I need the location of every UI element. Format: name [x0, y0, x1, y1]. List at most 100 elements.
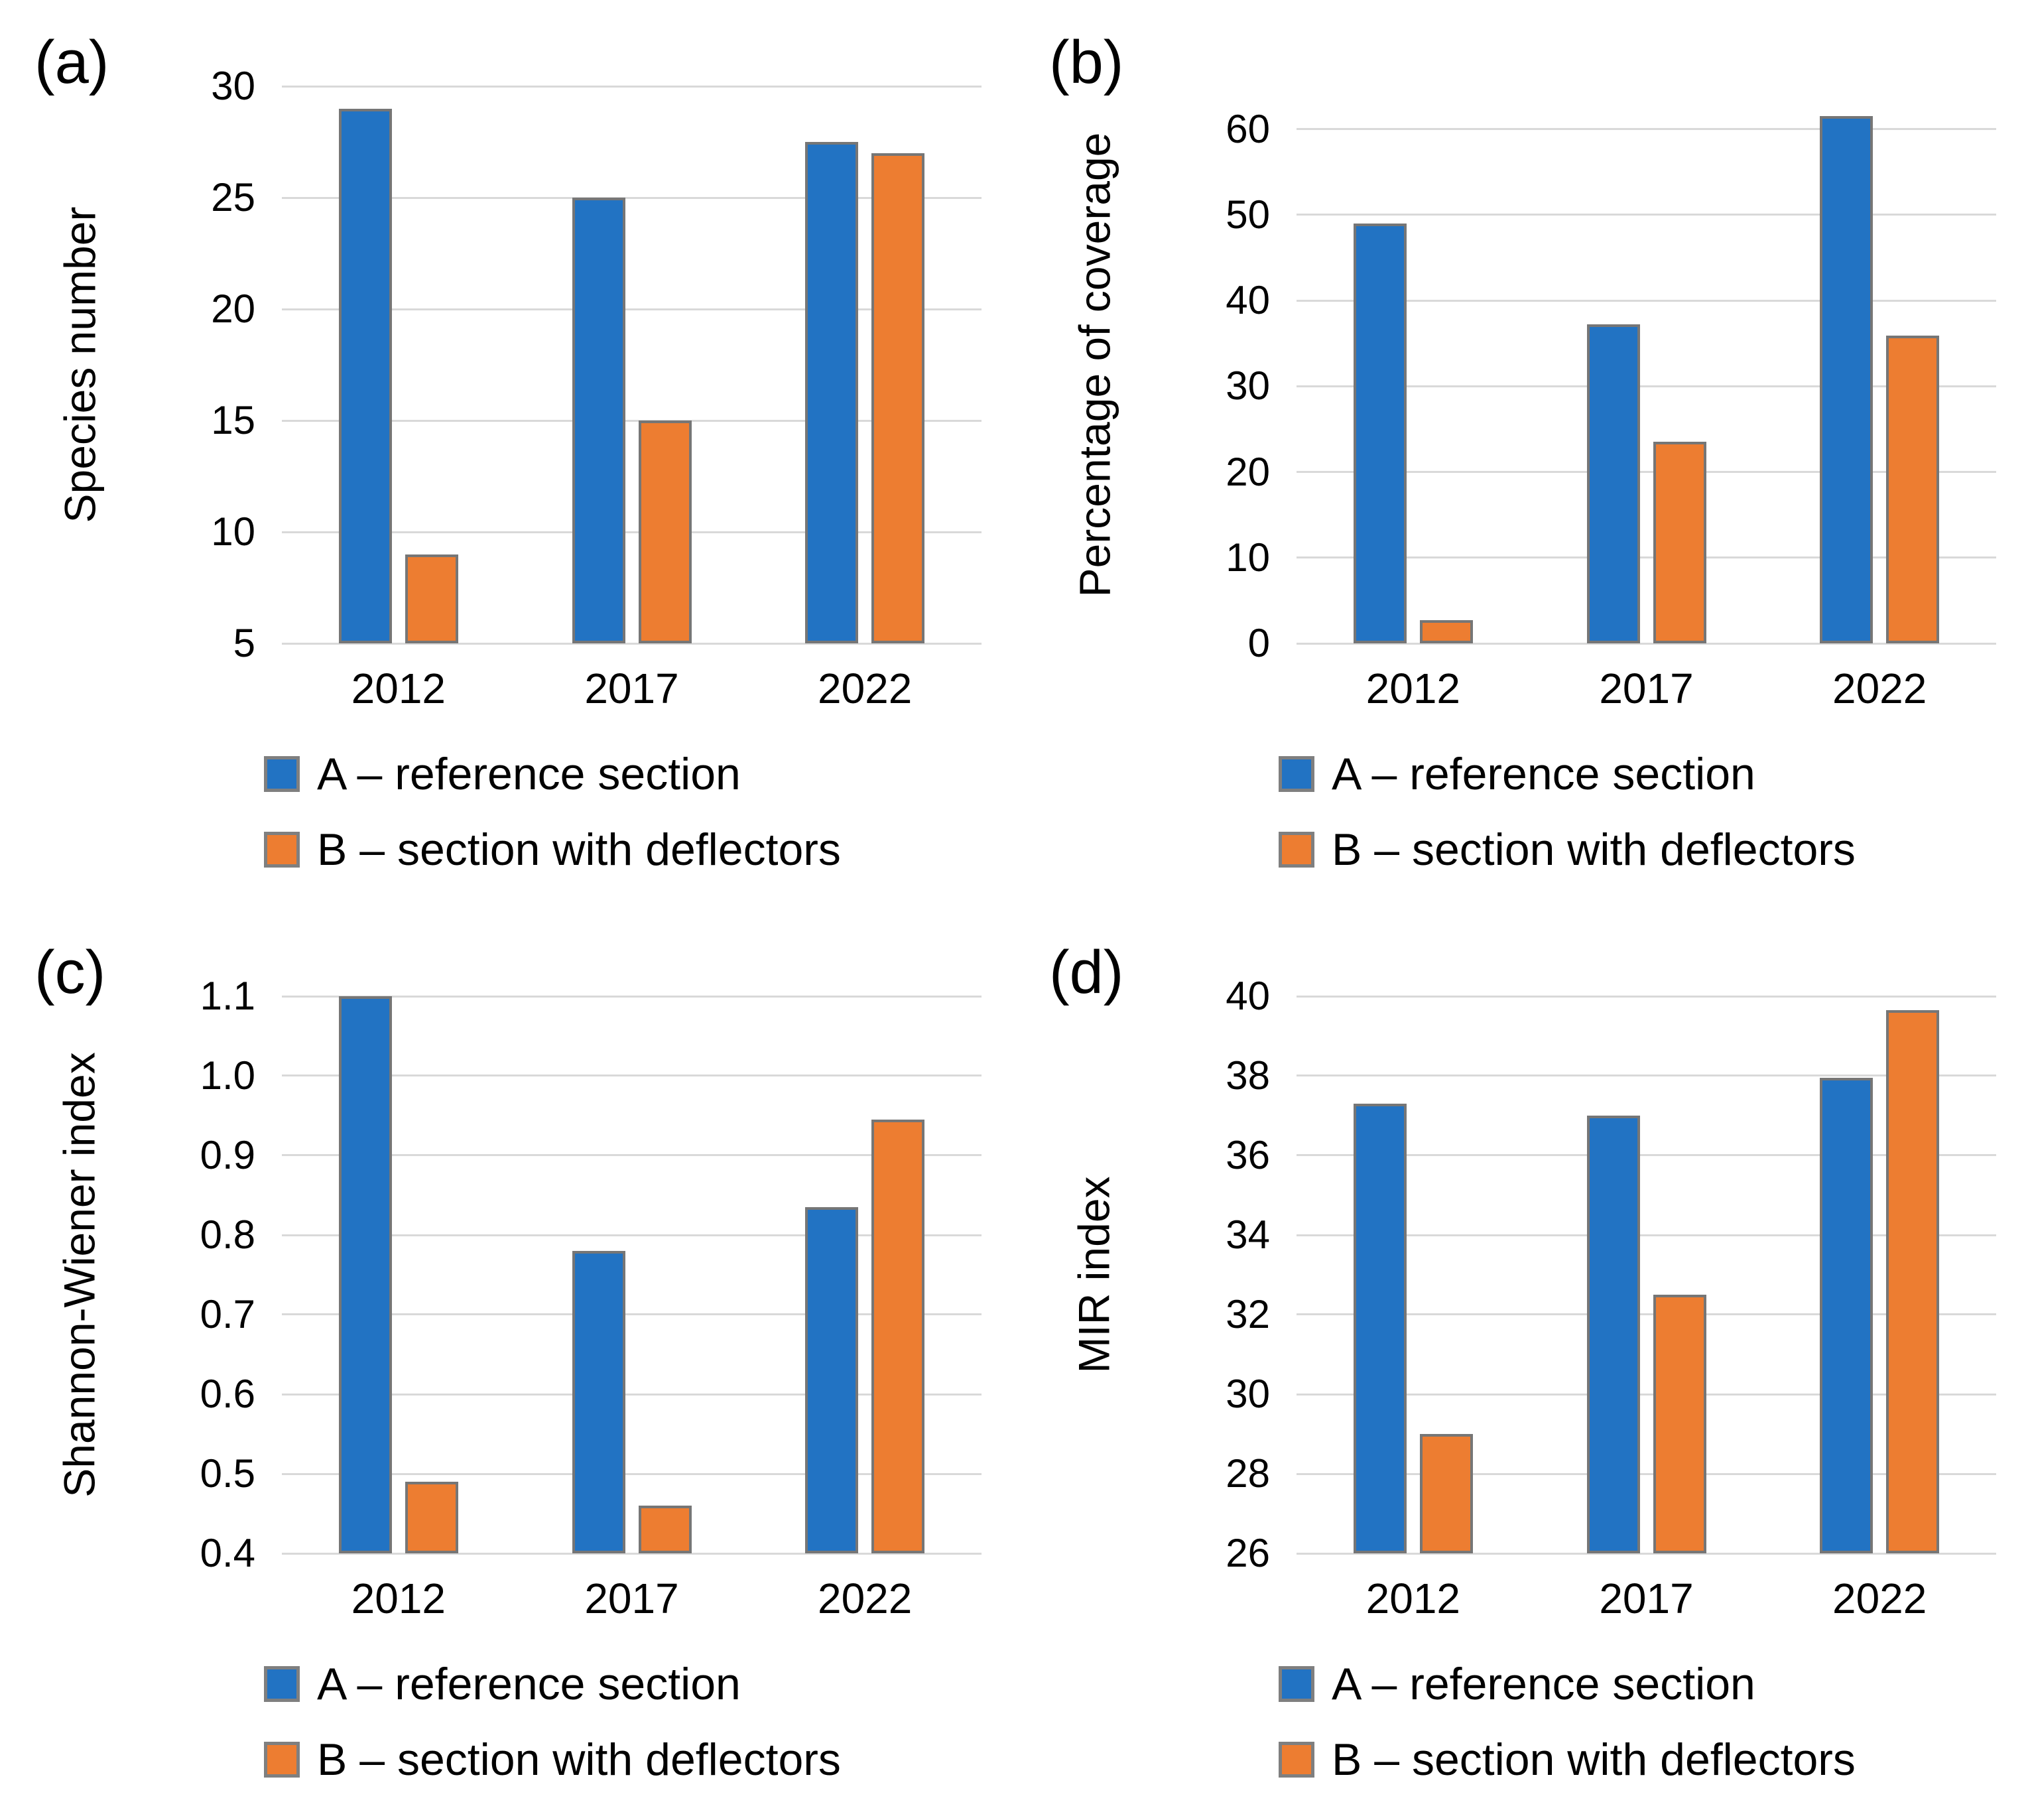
y-tick-label: 34	[1226, 1212, 1270, 1257]
gridline	[1297, 128, 1996, 131]
legend-label-a: A – reference section	[317, 749, 741, 799]
chart-panel-b: (b) Percentage of coverage 0 10 20 30 40 50 60…	[1015, 0, 2030, 910]
chart-panel-a: (a) Species number 5 10 15 20 25 30 2012 2017 2…	[0, 0, 1015, 910]
chart-panel-c: (c) Shannon-Wiener index 0.4 0.5 0.6 0.7 0.8…	[0, 910, 1015, 1820]
bar-a-2012	[1353, 1104, 1407, 1553]
legend-item-a: A – reference section	[1279, 1658, 1856, 1710]
x-category-label: 2022	[1832, 1575, 1927, 1622]
gridline	[1297, 1472, 1996, 1475]
plot-area: 26 28 30 32 34 36 38 40	[1226, 974, 1996, 1575]
gridline	[282, 1313, 982, 1316]
legend-item-b: B – section with deflectors	[264, 1734, 841, 1786]
gridline	[1297, 1552, 1996, 1555]
bar-a-2012	[338, 108, 392, 643]
y-tick-label: 60	[1226, 106, 1270, 151]
y-tick-label: 0.4	[200, 1531, 255, 1575]
y-tick-label: 10	[211, 509, 255, 554]
gridline	[282, 1074, 982, 1077]
legend-label-b: B – section with deflectors	[317, 824, 841, 875]
bar-a-2012	[338, 996, 392, 1553]
y-axis-title-wrap: Species number	[20, 86, 139, 643]
x-category-label: 2017	[584, 1575, 679, 1622]
y-tick-label: 28	[1226, 1451, 1270, 1496]
y-axis-title: Percentage of coverage	[1070, 132, 1119, 598]
legend-label-b: B – section with deflectors	[1332, 824, 1856, 875]
legend-swatch-a	[1279, 1666, 1314, 1702]
gridline	[282, 642, 982, 645]
y-tick-label: 30	[1226, 1372, 1270, 1416]
y-tick-label: 38	[1226, 1053, 1270, 1098]
legend-label-a: A – reference section	[317, 1659, 741, 1709]
bar-a-2022	[805, 142, 859, 643]
gridline	[1297, 1074, 1996, 1077]
x-category-label: 2012	[1365, 665, 1461, 712]
legend: A – reference section B – section with d…	[264, 1658, 841, 1786]
chart-panel-d: (d) MIR index 26 28 30 32 34 36 38 40 2012 2017 2…	[1015, 910, 2030, 1820]
gridline	[282, 1154, 982, 1157]
y-tick-label: 0.7	[200, 1291, 255, 1336]
x-axis-labels: 2012 2017 2022	[282, 665, 982, 718]
gridline	[282, 85, 982, 88]
x-category-label: 2017	[1599, 665, 1694, 712]
y-axis-title: MIR index	[1070, 1176, 1119, 1374]
y-tick-label: 36	[1226, 1132, 1270, 1177]
y-tick-label: 30	[211, 64, 255, 108]
bar-b-2022	[871, 153, 925, 643]
legend-swatch-b	[264, 1742, 300, 1778]
gridline	[1297, 214, 1996, 216]
y-tick-label: 15	[211, 398, 255, 442]
gridline	[1297, 995, 1996, 998]
bar-a-2012	[1353, 223, 1407, 643]
legend-item-a: A – reference section	[1279, 748, 1856, 800]
y-tick-label: 10	[1226, 535, 1270, 580]
y-tick-label: 26	[1226, 1531, 1270, 1575]
x-axis-labels: 2012 2017 2022	[282, 1575, 982, 1628]
y-tick-label: 1.1	[200, 974, 255, 1018]
gridline	[282, 1552, 982, 1555]
legend-item-b: B – section with deflectors	[1279, 1734, 1856, 1786]
x-axis-labels: 2012 2017 2022	[1297, 1575, 1996, 1628]
legend-label-a: A – reference section	[1332, 1659, 1755, 1709]
gridline	[1297, 1234, 1996, 1236]
panel-label-a: (a)	[34, 29, 109, 96]
y-tick-label: 25	[211, 175, 255, 220]
x-axis-labels: 2012 2017 2022	[1297, 665, 1996, 718]
bar-b-2022	[1886, 1010, 1940, 1553]
legend-label-b: B – section with deflectors	[1332, 1734, 1856, 1785]
gridline	[1297, 642, 1996, 645]
bar-b-2017	[1653, 1295, 1706, 1553]
plot-area: 0 10 20 30 40 50 60	[1226, 86, 1996, 665]
bar-a-2022	[1820, 116, 1873, 643]
legend-swatch-a	[264, 1666, 300, 1702]
legend: A – reference section B – section with d…	[1279, 1658, 1856, 1786]
y-tick-label: 30	[1226, 363, 1270, 409]
legend-item-b: B – section with deflectors	[1279, 824, 1856, 876]
bar-b-2012	[405, 554, 458, 643]
y-tick-label: 20	[211, 287, 255, 331]
gridline	[282, 531, 982, 533]
plot-area: 0.4 0.5 0.6 0.7 0.8 0.9 1.0 1.1	[200, 974, 982, 1575]
bar-b-2017	[638, 421, 692, 643]
x-category-label: 2022	[817, 665, 913, 712]
legend-item-b: B – section with deflectors	[264, 824, 841, 876]
panel-label-b: (b)	[1049, 29, 1124, 96]
gridline	[1297, 1313, 1996, 1316]
gridline	[1297, 385, 1996, 387]
y-tick-label: 0.5	[200, 1451, 255, 1496]
y-axis-title: Species number	[55, 206, 105, 523]
x-category-label: 2022	[817, 1575, 913, 1622]
y-tick-label: 32	[1226, 1291, 1270, 1336]
legend-swatch-a	[1279, 756, 1314, 792]
gridline	[282, 196, 982, 199]
bar-a-2017	[572, 198, 625, 643]
y-tick-label: 0.6	[200, 1372, 255, 1416]
legend-swatch-b	[1279, 832, 1314, 868]
x-category-label: 2012	[351, 1575, 446, 1622]
gridline	[282, 995, 982, 998]
y-tick-label: 20	[1226, 449, 1270, 494]
bar-b-2012	[1419, 1434, 1473, 1553]
panel-label-d: (d)	[1049, 939, 1124, 1006]
legend-label-a: A – reference section	[1332, 749, 1755, 799]
bar-a-2017	[1586, 1116, 1640, 1553]
